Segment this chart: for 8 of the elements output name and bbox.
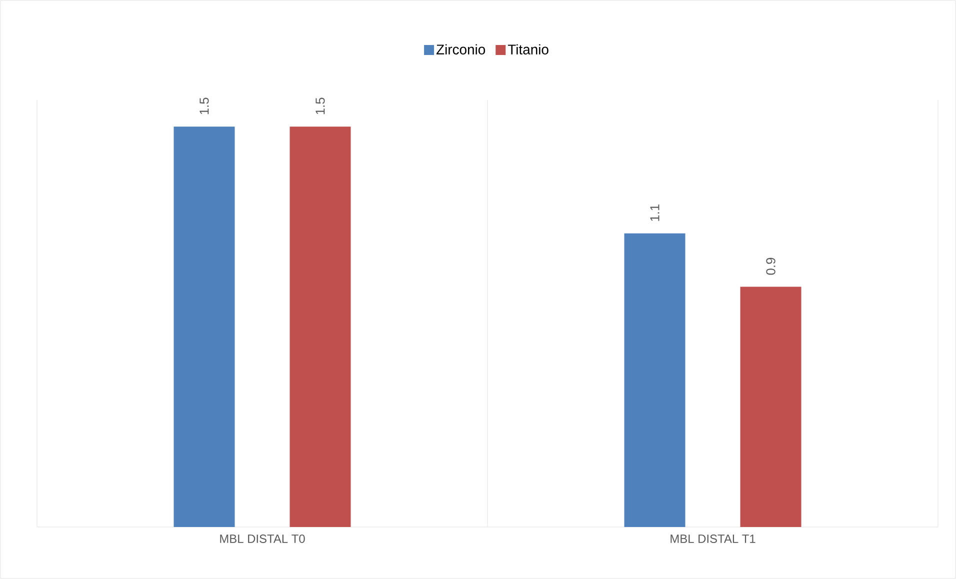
legend-label: Zirconio (436, 44, 486, 54)
legend-label: Titanio (508, 44, 548, 54)
x-tick-label: MBL DISTAL T1 (670, 534, 756, 543)
data-label: 1.5 (316, 98, 325, 114)
data-label: 1.1 (650, 204, 660, 221)
data-label: 1.5 (200, 98, 209, 114)
data-label: 0.9 (766, 258, 776, 275)
x-tick-label: MBL DISTAL T0 (220, 534, 305, 543)
